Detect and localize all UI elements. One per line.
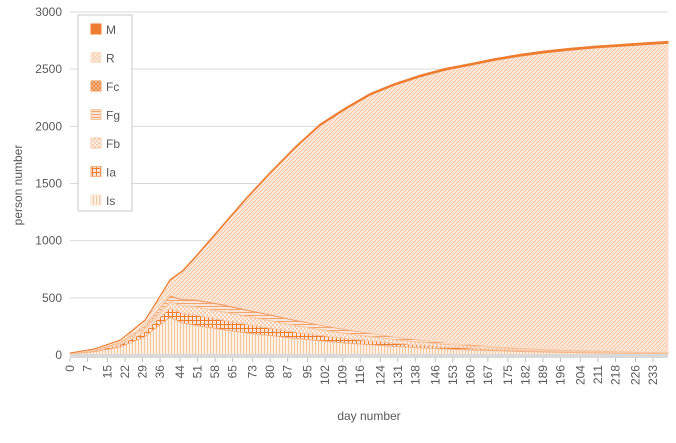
legend-label-r: R <box>106 52 115 66</box>
legend-label-fc: Fc <box>106 80 119 94</box>
x-tick-label: 233 <box>646 365 660 385</box>
legend-swatch-r <box>90 52 102 63</box>
y-tick-label: 2000 <box>35 119 62 133</box>
legend-label-fb: Fb <box>106 137 120 151</box>
y-tick-label: 2500 <box>35 62 62 76</box>
x-tick-label: 146 <box>428 365 442 385</box>
y-axis-label: person number <box>11 145 25 226</box>
legend-swatch-ia <box>90 166 102 177</box>
x-tick-label: 160 <box>463 365 477 385</box>
y-tick-label: 500 <box>42 291 62 305</box>
x-tick-label: 51 <box>191 365 205 379</box>
legend-label-is: Is <box>106 194 115 208</box>
x-tick-label: 138 <box>408 365 422 385</box>
legend-swatch-fg <box>90 109 102 120</box>
x-tick-label: 22 <box>118 365 132 379</box>
x-tick-label: 95 <box>301 365 315 379</box>
legend-label-fg: Fg <box>106 109 120 123</box>
x-tick-label: 189 <box>536 365 550 385</box>
x-axis-line <box>70 354 668 358</box>
legend-swatch-m <box>90 23 102 35</box>
x-tick-label: 29 <box>136 365 150 379</box>
series-area-r <box>69 42 669 354</box>
x-tick-label: 218 <box>608 365 622 385</box>
series-area-m <box>69 40 669 354</box>
y-tick-label: 1000 <box>35 234 62 248</box>
y-tick-label: 0 <box>55 348 62 362</box>
x-tick-label: 87 <box>281 365 295 379</box>
x-tick-label: 36 <box>153 365 167 379</box>
x-tick-label: 226 <box>628 365 642 385</box>
areas <box>69 40 669 356</box>
x-tick-label: 102 <box>318 365 332 385</box>
y-tick-label: 3000 <box>35 5 62 19</box>
x-tick-label: 153 <box>446 365 460 385</box>
legend-label-ia: Ia <box>106 166 116 180</box>
x-axis-label: day number <box>337 409 400 423</box>
x-tick-label: 0 <box>63 365 77 372</box>
x-tick-label: 44 <box>173 365 187 379</box>
x-tick-label: 58 <box>208 365 222 379</box>
x-tick-label: 167 <box>481 365 495 385</box>
x-tick-label: 80 <box>263 365 277 379</box>
x-tick-label: 15 <box>101 365 115 379</box>
y-tick-label: 1500 <box>35 177 62 191</box>
x-tick-label: 182 <box>518 365 532 385</box>
x-tick-label: 116 <box>353 365 367 384</box>
x-tick-label: 211 <box>591 365 605 384</box>
x-tick-label: 7 <box>81 365 95 372</box>
x-tick-label: 65 <box>226 365 240 379</box>
x-tick-label: 124 <box>373 365 387 385</box>
x-tick-label: 131 <box>391 365 405 385</box>
legend: M R Fc Fg Fb Ia Is <box>77 14 133 212</box>
x-tick-label: 109 <box>336 365 350 385</box>
legend-swatch-fb <box>90 137 102 149</box>
x-tick-label: 73 <box>246 365 260 379</box>
x-tick-label: 204 <box>573 365 587 385</box>
legend-swatch-fc <box>90 80 102 92</box>
x-tick-label: 196 <box>553 365 567 385</box>
x-tick-label: 175 <box>501 365 515 385</box>
legend-swatch-is <box>90 194 102 206</box>
legend-box <box>77 14 133 212</box>
legend-label-m: M <box>106 23 116 37</box>
